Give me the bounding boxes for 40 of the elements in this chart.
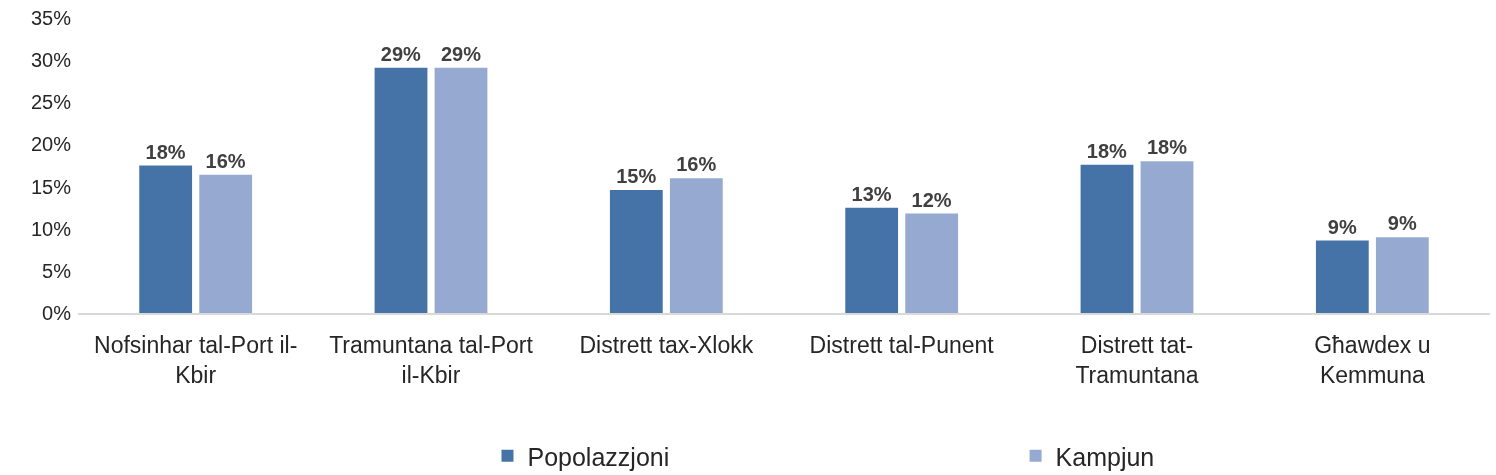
y-tick-label: 5% (42, 259, 72, 282)
bar (1140, 161, 1194, 313)
bar (845, 207, 899, 313)
data-label: 9% (1387, 212, 1417, 235)
y-tick-label: 25% (30, 91, 72, 114)
bar (374, 67, 428, 313)
data-label: 29% (380, 42, 422, 65)
data-label: 15% (616, 164, 657, 187)
x-tick-label: Distrett tax-Xlokk (579, 331, 754, 358)
x-tick-label: Nofsinhar tal-Port il-Kbir (94, 331, 298, 388)
bar (434, 67, 488, 313)
y-tick-label: 0% (42, 302, 72, 324)
y-tick-label: 15% (30, 175, 72, 198)
data-label: 18% (1086, 139, 1128, 162)
bar (1375, 237, 1429, 313)
y-tick-label: 10% (30, 217, 72, 240)
x-tick-label: Distrett tat-Tramuntana (1075, 331, 1199, 388)
y-tick-label: 20% (30, 133, 72, 156)
bar (1315, 240, 1369, 313)
bar (199, 174, 253, 313)
bar (609, 189, 663, 313)
y-tick-label: 35% (30, 7, 72, 29)
x-tick-label: Tramuntana tal-Port il-Kbir (329, 331, 534, 388)
bar (669, 178, 723, 313)
data-label: 13% (851, 182, 892, 205)
data-label: 9% (1327, 215, 1357, 238)
legend-label: Popolazzjoni (527, 442, 670, 471)
bar (905, 213, 959, 313)
data-label: 29% (440, 42, 482, 65)
data-label: 18% (145, 140, 186, 163)
x-tick-label: Għawdex u Kemmuna (1314, 331, 1431, 388)
x-tick-label: Distrett tal-Punent (809, 331, 995, 358)
data-label: 12% (911, 188, 952, 211)
bar (1080, 164, 1134, 313)
data-label: 18% (1146, 136, 1188, 159)
bar (139, 165, 193, 313)
data-label: 16% (676, 153, 717, 176)
y-tick-label: 30% (30, 49, 72, 72)
legend-label: Kampjun (1055, 442, 1155, 471)
data-label: 16% (205, 149, 246, 172)
